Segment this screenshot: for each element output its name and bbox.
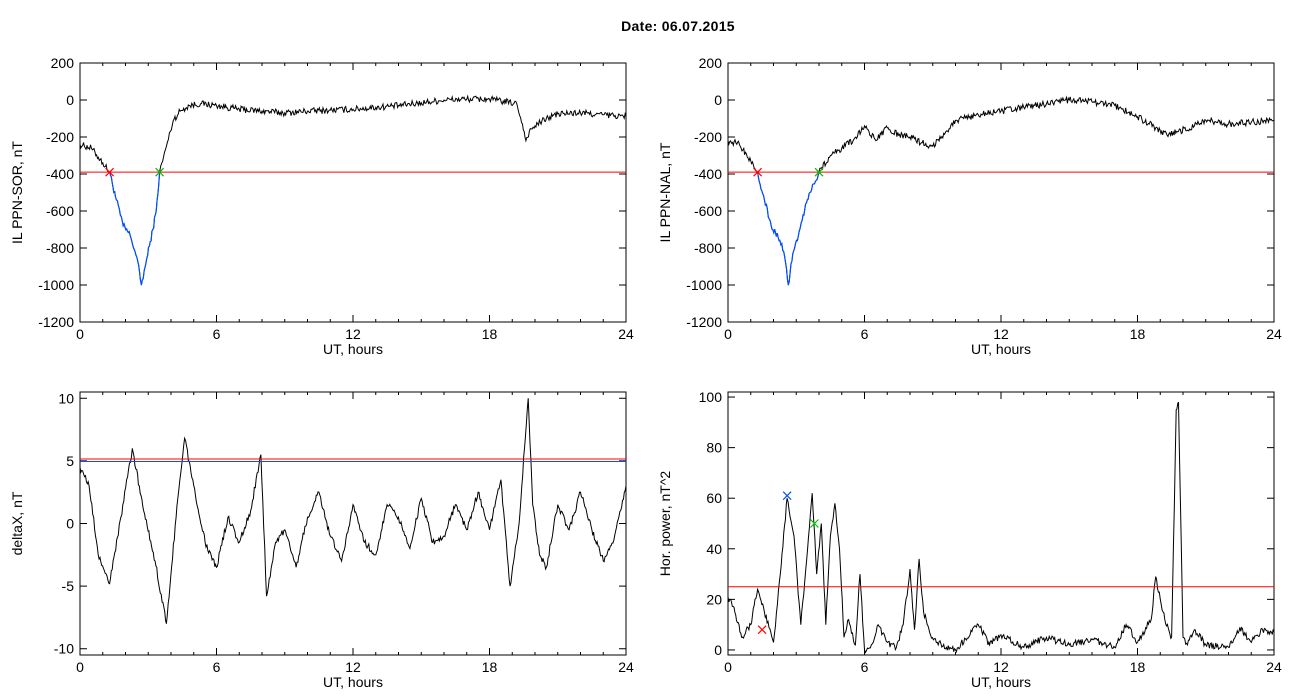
x-tick-label: 6 [861,659,869,675]
data-layer [80,94,626,286]
y-tick-label: 0 [714,92,722,108]
y-tick-label: 10 [58,390,74,406]
y-tick-label: -600 [694,203,722,219]
x-tick-label: 24 [618,659,634,675]
y-tick-label: 200 [51,55,75,71]
x-tick-label: 18 [482,659,498,675]
y-axis-label: deltaX, nT [9,491,25,555]
y-tick-label: -400 [46,166,74,182]
plot-frame [79,391,627,656]
x-marker [782,491,792,501]
x-tick-label: 0 [724,326,732,342]
x-tick-label: 12 [993,326,1009,342]
x-tick-label: 12 [345,659,361,675]
data-layer [80,398,626,624]
panel-nal: 0 6 12 18 24 -1200 -1000 -800 -600 -400 -200 0 200 UT… [657,55,1282,357]
y-tick-label: -800 [694,240,722,256]
x-tick-label: 12 [993,659,1009,675]
x-tick-label: 18 [1130,659,1146,675]
x-axis-label: UT, hours [323,674,383,690]
y-tick-label: -1000 [38,277,74,293]
y-tick-label: 0 [66,92,74,108]
figure-title: Date: 06.07.2015 [621,18,735,34]
y-tick-label: -200 [694,129,722,145]
data-layer [728,95,1274,286]
x-tick-label: 12 [345,326,361,342]
x-axis-label: UT, hours [323,341,383,357]
y-tick-label: 40 [706,541,722,557]
y-tick-label: -200 [46,129,74,145]
panel-sor: 0 6 12 18 24 -1200 -1000 -800 -600 -400 -200 0 200 UT… [9,55,634,357]
y-tick-label: 60 [706,490,722,506]
x-marker [810,519,819,528]
panel-hpower: 0 6 12 18 24 0 20 40 60 80 100 UT, hours Hor. power,… [657,389,1282,690]
x-tick-label: 6 [861,326,869,342]
series-line [728,401,1274,654]
series-line [80,94,626,286]
plot-frame [79,62,627,323]
x-marker [757,625,767,635]
x-marker [105,167,114,177]
x-tick-label: 6 [213,659,221,675]
x-tick-label: 6 [213,326,221,342]
x-tick-label: 24 [1266,659,1282,675]
x-tick-label: 18 [1130,326,1146,342]
x-marker [753,167,762,177]
highlight-segment [109,171,161,286]
y-tick-label: 20 [706,591,722,607]
data-layer [728,401,1274,654]
y-tick-label: -400 [694,166,722,182]
series-line [80,398,626,624]
y-tick-label: -5 [62,578,75,594]
y-axis-label: Hor. power, nT^2 [657,471,673,577]
y-tick-label: -600 [46,203,74,219]
x-marker [155,167,165,177]
y-tick-label: -800 [46,240,74,256]
y-tick-label: 200 [699,55,723,71]
series-line [728,95,1274,286]
x-axis-label: UT, hours [971,674,1031,690]
y-tick-label: 0 [714,642,722,658]
x-tick-label: 0 [76,326,84,342]
y-tick-label: 0 [66,516,74,532]
y-tick-label: 5 [66,453,74,469]
x-tick-label: 18 [482,326,498,342]
y-tick-label: -1000 [686,277,722,293]
y-axis-label: IL PPN-SOR, nT [9,141,25,244]
y-axis-label: IL PPN-NAL, nT [657,142,673,242]
x-marker [814,167,824,177]
y-tick-label: -1200 [38,314,74,330]
y-tick-label: -10 [54,641,74,657]
highlight-segment [757,171,820,286]
y-tick-label: 100 [699,389,723,405]
x-axis-label: UT, hours [971,341,1031,357]
x-tick-label: 24 [618,326,634,342]
panel-deltax: 0 6 12 18 24 -10 -5 0 5 10 UT, hours deltaX, nT [9,390,634,690]
x-tick-label: 0 [76,659,84,675]
x-tick-label: 0 [724,659,732,675]
y-tick-label: -1200 [686,314,722,330]
y-tick-label: 80 [706,440,722,456]
x-tick-label: 24 [1266,326,1282,342]
